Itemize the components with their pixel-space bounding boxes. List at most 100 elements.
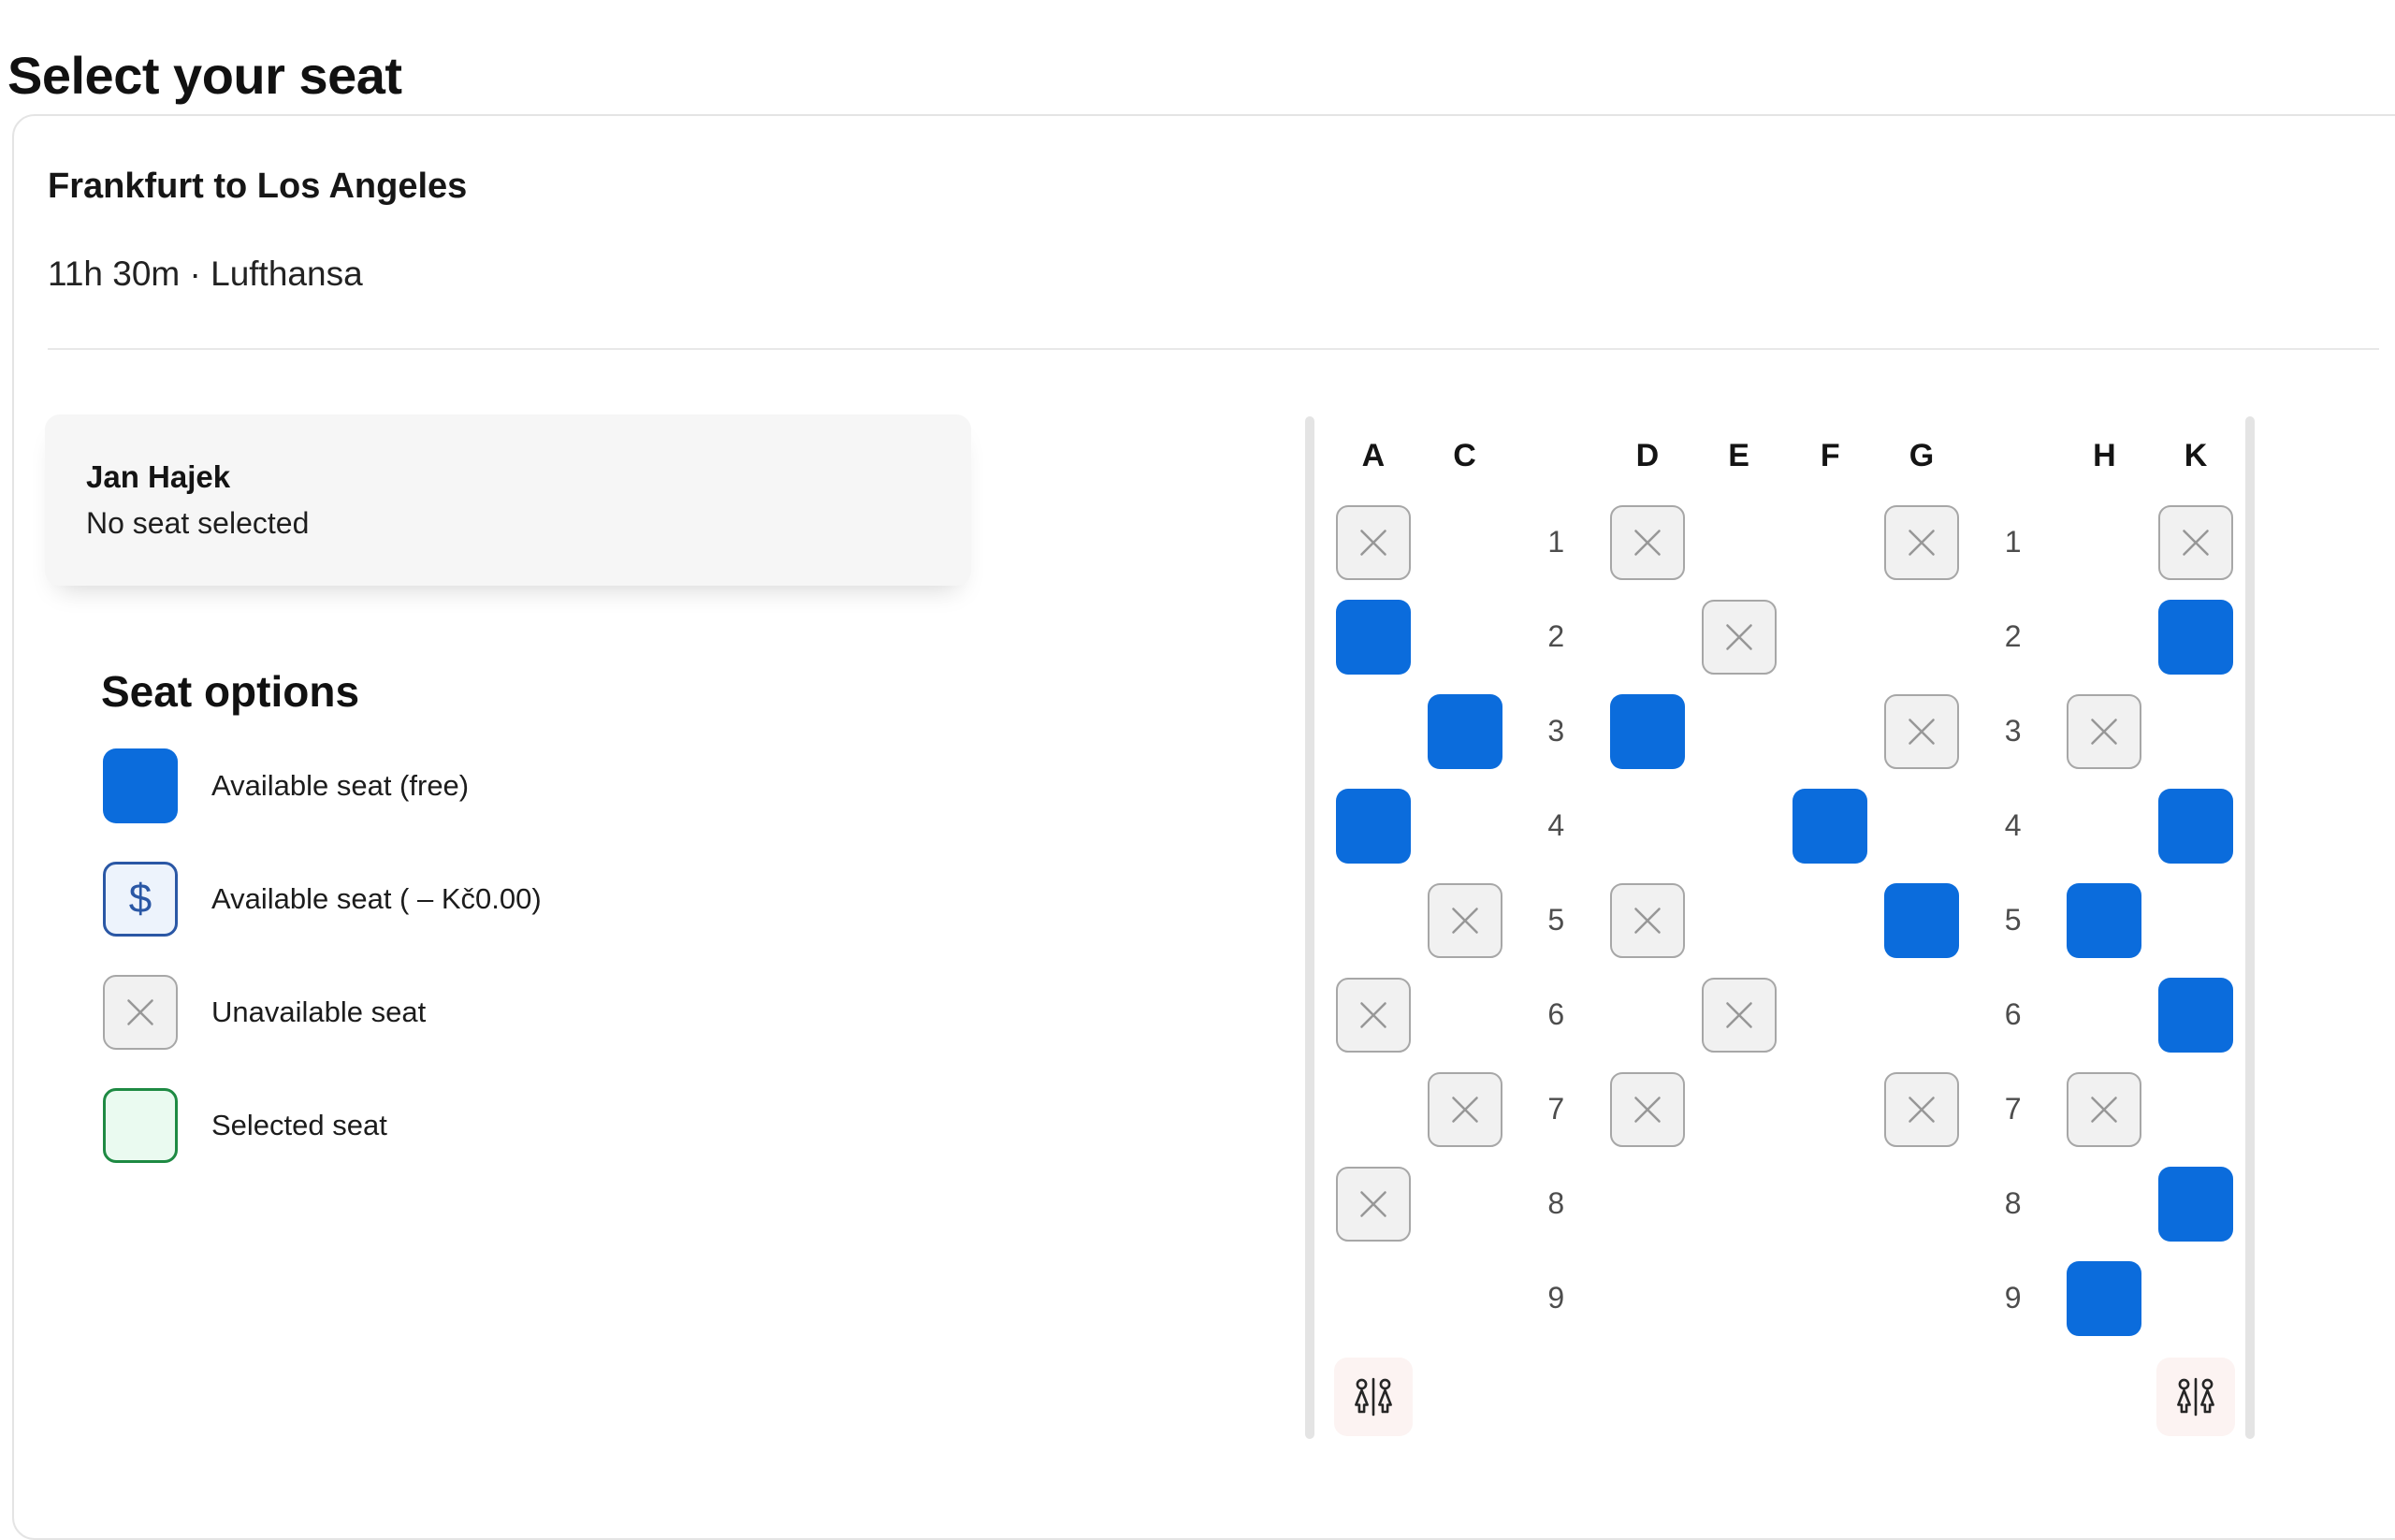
- seat-C7: [1427, 1071, 1502, 1147]
- seat-D7: [1609, 1071, 1685, 1147]
- x-icon: [1634, 907, 1661, 934]
- legend-item-available-paid: $ Available seat ( – Kč0.00): [103, 862, 542, 937]
- row-number-8: 8: [2004, 1186, 2022, 1220]
- x-icon: [127, 999, 153, 1025]
- x-icon: [1451, 1096, 1478, 1123]
- column-header-K: K: [2184, 437, 2208, 473]
- legend-swatch-selected: [103, 1088, 178, 1163]
- seat-legend: Available seat (free) $ Available seat ( –…: [103, 748, 542, 1201]
- x-icon: [1451, 907, 1478, 934]
- x-icon: [1909, 1096, 1935, 1123]
- legend-item-available-free: Available seat (free): [103, 748, 542, 823]
- legend-swatch-available-free: [103, 748, 178, 823]
- page-title: Select your seat: [7, 45, 402, 105]
- lavatory-icon: [2177, 1377, 2214, 1417]
- x-icon: [1360, 529, 1386, 556]
- x-icon: [1634, 1096, 1661, 1123]
- row-number-7: 7: [1547, 1092, 1565, 1126]
- row-number-6: 6: [2004, 997, 2022, 1031]
- seat-F4[interactable]: [1793, 788, 1868, 864]
- seat-K2[interactable]: [2158, 599, 2234, 675]
- seat-C5: [1427, 882, 1502, 958]
- legend-label: Unavailable seat: [211, 995, 427, 1028]
- x-icon: [1909, 529, 1935, 556]
- legend-swatch-unavailable: [103, 975, 178, 1050]
- row-number-5: 5: [2004, 903, 2022, 937]
- row-number-4: 4: [2004, 808, 2022, 842]
- x-icon: [1360, 1001, 1386, 1028]
- row-number-5: 5: [1547, 903, 1565, 937]
- x-icon: [2183, 529, 2209, 556]
- seat-options-heading: Seat options: [101, 667, 360, 716]
- row-number-9: 9: [2004, 1281, 2022, 1315]
- x-icon: [2091, 718, 2118, 745]
- seat-K6[interactable]: [2158, 977, 2234, 1053]
- legend-label: Available seat (free): [211, 769, 470, 802]
- row-number-3: 3: [2004, 714, 2022, 748]
- row-number-9: 9: [1547, 1281, 1565, 1315]
- seat-C3[interactable]: [1427, 693, 1502, 769]
- seat-G5[interactable]: [1883, 882, 1959, 958]
- column-header-A: A: [1361, 437, 1386, 473]
- seat-A8: [1335, 1166, 1411, 1242]
- row-number-1: 1: [1547, 525, 1565, 559]
- seat-H9[interactable]: [2067, 1260, 2142, 1336]
- seat-A6: [1335, 977, 1411, 1053]
- x-icon: [1725, 623, 1752, 650]
- seat-G7: [1883, 1071, 1959, 1147]
- column-header-D: D: [1635, 437, 1660, 473]
- seat-H3: [2067, 693, 2142, 769]
- column-header-H: H: [2093, 437, 2116, 473]
- row-number-7: 7: [2004, 1092, 2022, 1126]
- seat-G1: [1883, 504, 1959, 580]
- passenger-name: Jan Hajek: [86, 459, 231, 494]
- seat-H7: [2067, 1071, 2142, 1147]
- flight-meta: 11h 30m · Lufthansa: [48, 254, 363, 293]
- x-icon: [1360, 1190, 1386, 1217]
- seat-E6: [1701, 977, 1777, 1053]
- seat-K4[interactable]: [2158, 788, 2234, 864]
- x-icon: [1909, 718, 1935, 745]
- seat-A2[interactable]: [1335, 599, 1411, 675]
- seat-H5[interactable]: [2067, 882, 2142, 958]
- legend-label: Selected seat: [211, 1109, 387, 1141]
- x-icon: [2091, 1096, 2118, 1123]
- legend-item-unavailable: Unavailable seat: [103, 975, 542, 1050]
- column-header-F: F: [1820, 437, 1840, 473]
- route-title: Frankfurt to Los Angeles: [48, 167, 468, 206]
- passenger-seat-status: No seat selected: [86, 506, 310, 540]
- seat-K8[interactable]: [2158, 1166, 2234, 1242]
- row-number-6: 6: [1547, 997, 1565, 1031]
- column-header-G: G: [1909, 437, 1935, 473]
- flight-card: Frankfurt to Los Angeles 11h 30m · Lufth…: [12, 114, 2395, 1540]
- column-header-E: E: [1728, 437, 1749, 473]
- row-number-4: 4: [1547, 808, 1565, 842]
- seat-E2: [1701, 599, 1777, 675]
- seat-map: A C D E F G H K 1 1 2 2 3 3 4 4 5 5 6 6 7 7 8 8 9 9: [1305, 416, 2271, 1464]
- seat-A1: [1335, 504, 1411, 580]
- seat-D3[interactable]: [1609, 693, 1685, 769]
- row-number-2: 2: [1547, 619, 1565, 653]
- legend-item-selected: Selected seat: [103, 1088, 542, 1163]
- passenger-card[interactable]: Jan Hajek No seat selected: [45, 414, 971, 586]
- column-header-C: C: [1453, 437, 1476, 473]
- lavatory-K: [2156, 1358, 2236, 1436]
- row-number-8: 8: [1547, 1186, 1565, 1220]
- seat-K1: [2158, 504, 2234, 580]
- divider: [48, 348, 2379, 350]
- seat-A4[interactable]: [1335, 788, 1411, 864]
- row-number-2: 2: [2004, 619, 2022, 653]
- legend-swatch-available-paid: $: [103, 862, 178, 937]
- row-number-1: 1: [2004, 525, 2022, 559]
- fuselage-rail-right: [2245, 416, 2255, 1439]
- lavatory-A: [1333, 1358, 1413, 1436]
- fuselage-rail-left: [1305, 416, 1314, 1439]
- lavatory-icon: [1354, 1377, 1392, 1417]
- row-number-3: 3: [1547, 714, 1565, 748]
- seat-D5: [1609, 882, 1685, 958]
- x-icon: [1634, 529, 1661, 556]
- dollar-icon: $: [128, 876, 152, 922]
- seat-grid: A C D E F G H K 1 1 2 2 3 3 4 4 5 5 6 6 7 7 8 8 9 9: [1328, 416, 2242, 1448]
- x-icon: [1725, 1001, 1752, 1028]
- seat-D1: [1609, 504, 1685, 580]
